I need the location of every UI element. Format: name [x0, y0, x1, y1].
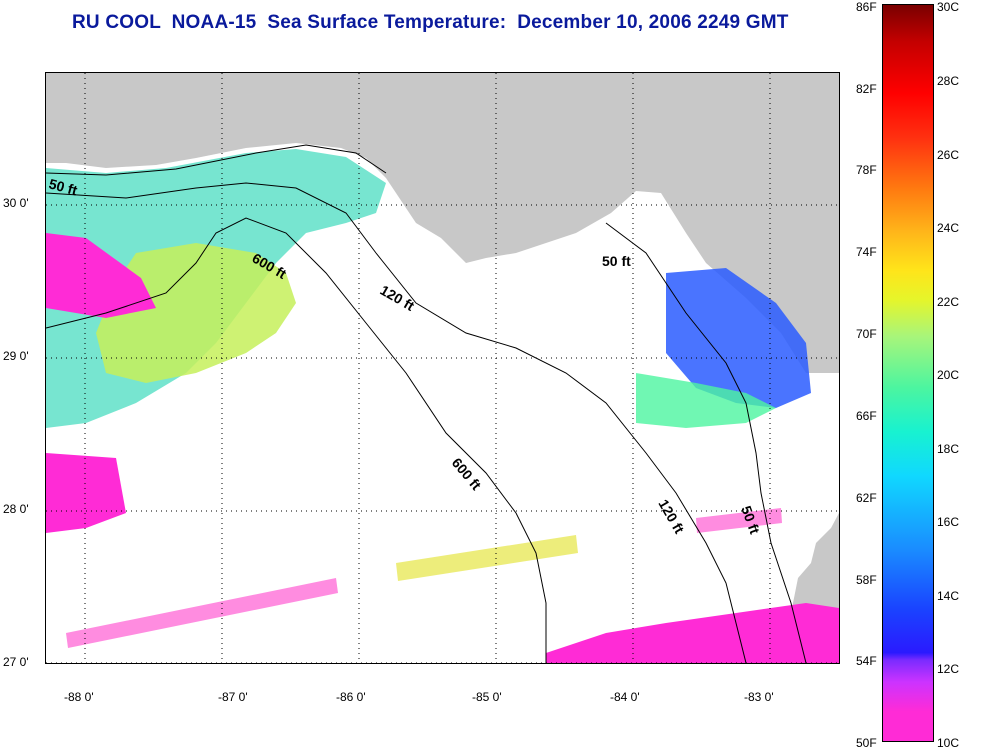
colorbar-c-28: 28C: [937, 74, 960, 88]
lat-label-27: 27 0': [3, 655, 29, 669]
sst-warm-patch-3: [546, 603, 839, 663]
sst-swath-east-green: [636, 373, 776, 428]
lon-label-88: -88 0': [64, 690, 94, 704]
contour-label-120ft-2: 120 ft: [655, 497, 687, 537]
contour-600ft: [46, 217, 547, 663]
colorbar-f-82: 82F: [856, 82, 877, 96]
sst-stripe-3: [696, 508, 782, 533]
contour-label-50ft-west: 50 ft: [47, 175, 79, 198]
colorbar-f-54: 54F: [856, 654, 877, 668]
lon-label-85: -85 0': [472, 690, 502, 704]
colorbar-c-12: 12C: [937, 662, 960, 676]
lon-label-84: -84 0': [610, 690, 640, 704]
sst-stripe-2: [396, 535, 578, 581]
contour-120ft: [46, 182, 747, 663]
lon-label-86: -86 0': [336, 690, 366, 704]
lat-label-28: 28 0': [3, 502, 29, 516]
colorbar-f-62: 62F: [856, 491, 877, 505]
sst-warm-patch-1: [46, 233, 156, 318]
sst-map-graphic: 50 ft 600 ft 120 ft 50 ft 600 ft 120 ft …: [46, 73, 839, 663]
colorbar-f-58: 58F: [856, 573, 877, 587]
sst-warm-patch-2: [46, 453, 126, 533]
colorbar-c-14: 14C: [937, 589, 960, 603]
sst-stripe-1: [66, 578, 338, 648]
contour-label-50ft-east-1: 50 ft: [602, 253, 631, 269]
graticule: [46, 73, 839, 663]
colorbar-c-30: 30C: [937, 0, 960, 14]
colorbar-f-66: 66F: [856, 409, 877, 423]
colorbar-f-74: 74F: [856, 245, 877, 259]
sst-map: 50 ft 600 ft 120 ft 50 ft 600 ft 120 ft …: [45, 72, 840, 664]
contour-50ft-east: [605, 222, 807, 663]
lat-label-30: 30 0': [3, 196, 29, 210]
colorbar-c-26: 26C: [937, 148, 960, 162]
contour-50ft-west: [46, 144, 387, 176]
colorbar-c-20: 20C: [937, 368, 960, 382]
colorbar-f-70: 70F: [856, 327, 877, 341]
map-title: RU COOL NOAA-15 Sea Surface Temperature:…: [72, 12, 789, 33]
colorbar-c-16: 16C: [937, 515, 960, 529]
sst-swath-green: [96, 243, 296, 383]
colorbar-f-78: 78F: [856, 163, 877, 177]
contour-label-120ft-1: 120 ft: [378, 282, 418, 314]
colorbar-f-86: 86F: [856, 0, 877, 14]
colorbar-f-50: 50F: [856, 736, 877, 750]
lon-label-87: -87 0': [218, 690, 248, 704]
lat-label-29: 29 0': [3, 349, 29, 363]
colorbar-c-24: 24C: [937, 221, 960, 235]
lon-label-83: -83 0': [744, 690, 774, 704]
sst-swath-east: [666, 268, 811, 408]
temperature-colorbar: [882, 4, 934, 742]
colorbar-c-18: 18C: [937, 442, 960, 456]
land-gulf-coast: [46, 73, 839, 373]
colorbar-c-22: 22C: [937, 295, 960, 309]
colorbar-c-10: 10C: [937, 736, 960, 750]
contour-label-600ft-2: 600 ft: [449, 455, 485, 494]
